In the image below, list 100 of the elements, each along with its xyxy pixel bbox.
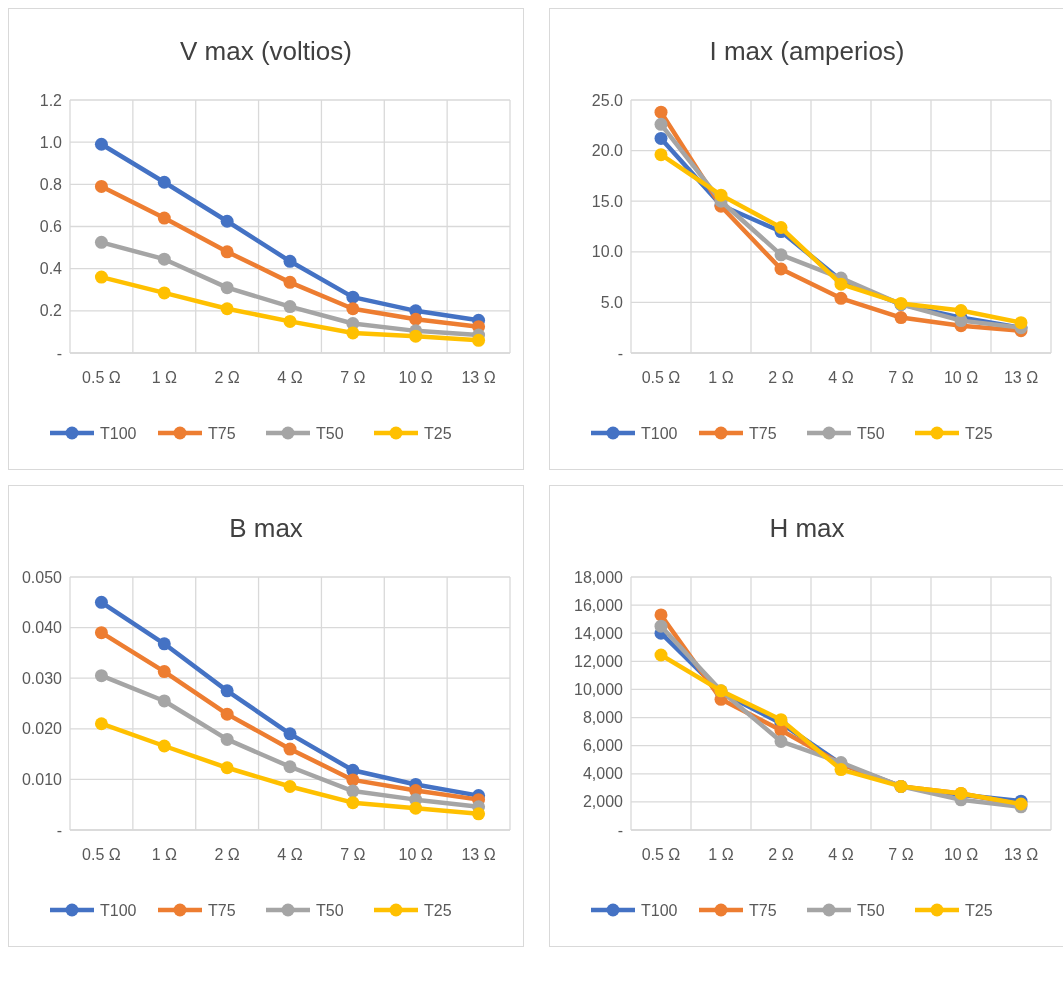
x-tick-label: 10 Ω [398, 846, 433, 863]
point [220, 302, 234, 316]
point [283, 275, 297, 289]
point [157, 286, 171, 300]
y-tick-label: 0.6 [39, 218, 63, 236]
point [94, 137, 108, 151]
point [409, 312, 423, 326]
x-tick-label: 13 Ω [461, 369, 496, 386]
point [283, 727, 297, 741]
point [774, 734, 788, 748]
x-tick-label: 2 Ω [214, 369, 240, 386]
point [283, 779, 297, 793]
legend-label: T75 [208, 901, 236, 919]
point [157, 665, 171, 679]
legend-label: T100 [641, 901, 678, 919]
y-tick-label: 1.0 [39, 133, 63, 151]
point [283, 760, 297, 774]
point [94, 235, 108, 249]
x-tick-label: 0.5 Ω [641, 846, 681, 863]
x-tick-label: 10 Ω [943, 846, 979, 863]
point [220, 732, 234, 746]
chart-title: H max [769, 513, 845, 543]
point [409, 329, 423, 343]
legend-label: T50 [316, 424, 344, 442]
point [654, 648, 668, 662]
x-tick-label: 1 Ω [151, 846, 177, 863]
y-tick-label: 2,000 [582, 793, 624, 811]
x-tick-label: 7 Ω [888, 369, 914, 386]
y-tick-label: 1.2 [39, 91, 63, 109]
point [157, 211, 171, 225]
point [654, 131, 668, 145]
point [346, 326, 360, 340]
point [472, 807, 486, 821]
point [346, 302, 360, 316]
point [220, 684, 234, 698]
y-tick-label: 0.8 [39, 175, 63, 193]
point [774, 262, 788, 276]
point [409, 801, 423, 815]
x-tick-label: 4 Ω [828, 846, 854, 863]
point [654, 117, 668, 131]
point [283, 300, 297, 314]
y-tick-label: 0.050 [21, 568, 63, 586]
y-tick-label: - [617, 344, 623, 362]
x-tick-label: 7 Ω [888, 846, 914, 863]
chart-title: V max (voltios) [180, 36, 352, 66]
point [220, 281, 234, 295]
y-tick-label: 16,000 [574, 596, 624, 614]
legend-label: T75 [208, 424, 236, 442]
x-tick-label: 0.5 Ω [82, 846, 121, 863]
point [283, 314, 297, 328]
point [220, 214, 234, 228]
point [834, 277, 848, 291]
x-tick-label: 4 Ω [277, 846, 303, 863]
legend-label: T75 [749, 424, 777, 442]
legend-label: T100 [100, 901, 137, 919]
legend-label: T50 [316, 901, 344, 919]
point [157, 694, 171, 708]
point [472, 333, 486, 347]
x-tick-label: 2 Ω [768, 846, 794, 863]
point [346, 796, 360, 810]
legend-label: T50 [857, 424, 885, 442]
x-tick-label: 0.5 Ω [641, 369, 681, 386]
y-tick-label: 0.040 [21, 619, 63, 637]
x-tick-label: 7 Ω [340, 846, 366, 863]
point [346, 773, 360, 787]
chart-title: I max (amperios) [709, 36, 905, 66]
point [654, 619, 668, 633]
point [774, 248, 788, 262]
point [94, 270, 108, 284]
x-tick-label: 2 Ω [214, 846, 240, 863]
x-tick-label: 0.5 Ω [82, 369, 121, 386]
x-tick-label: 10 Ω [398, 369, 433, 386]
chart-title: B max [229, 513, 303, 543]
x-tick-label: 4 Ω [277, 369, 303, 386]
x-tick-label: 13 Ω [1003, 846, 1039, 863]
y-tick-label: 12,000 [574, 652, 624, 670]
legend-label: T100 [100, 424, 137, 442]
legend-label: T25 [424, 901, 452, 919]
legend-label: T25 [965, 424, 993, 442]
x-tick-label: 1 Ω [708, 369, 734, 386]
point [94, 626, 108, 640]
point [157, 637, 171, 651]
point [834, 763, 848, 777]
point [954, 304, 968, 317]
x-tick-label: 1 Ω [151, 369, 177, 386]
point [157, 739, 171, 753]
y-tick-label: 0.010 [21, 771, 63, 788]
y-tick-label: 0.020 [21, 720, 63, 738]
x-tick-label: 10 Ω [943, 369, 979, 386]
point [94, 179, 108, 193]
y-tick-label: 14,000 [574, 624, 624, 642]
point [834, 291, 848, 305]
point [1014, 316, 1028, 330]
y-tick-label: 5.0 [600, 294, 624, 311]
x-tick-label: 7 Ω [340, 369, 366, 386]
point [654, 105, 668, 119]
legend-label: T100 [641, 424, 678, 442]
y-tick-label: 0.4 [39, 260, 63, 278]
y-tick-label: 4,000 [582, 765, 624, 783]
point [157, 252, 171, 266]
